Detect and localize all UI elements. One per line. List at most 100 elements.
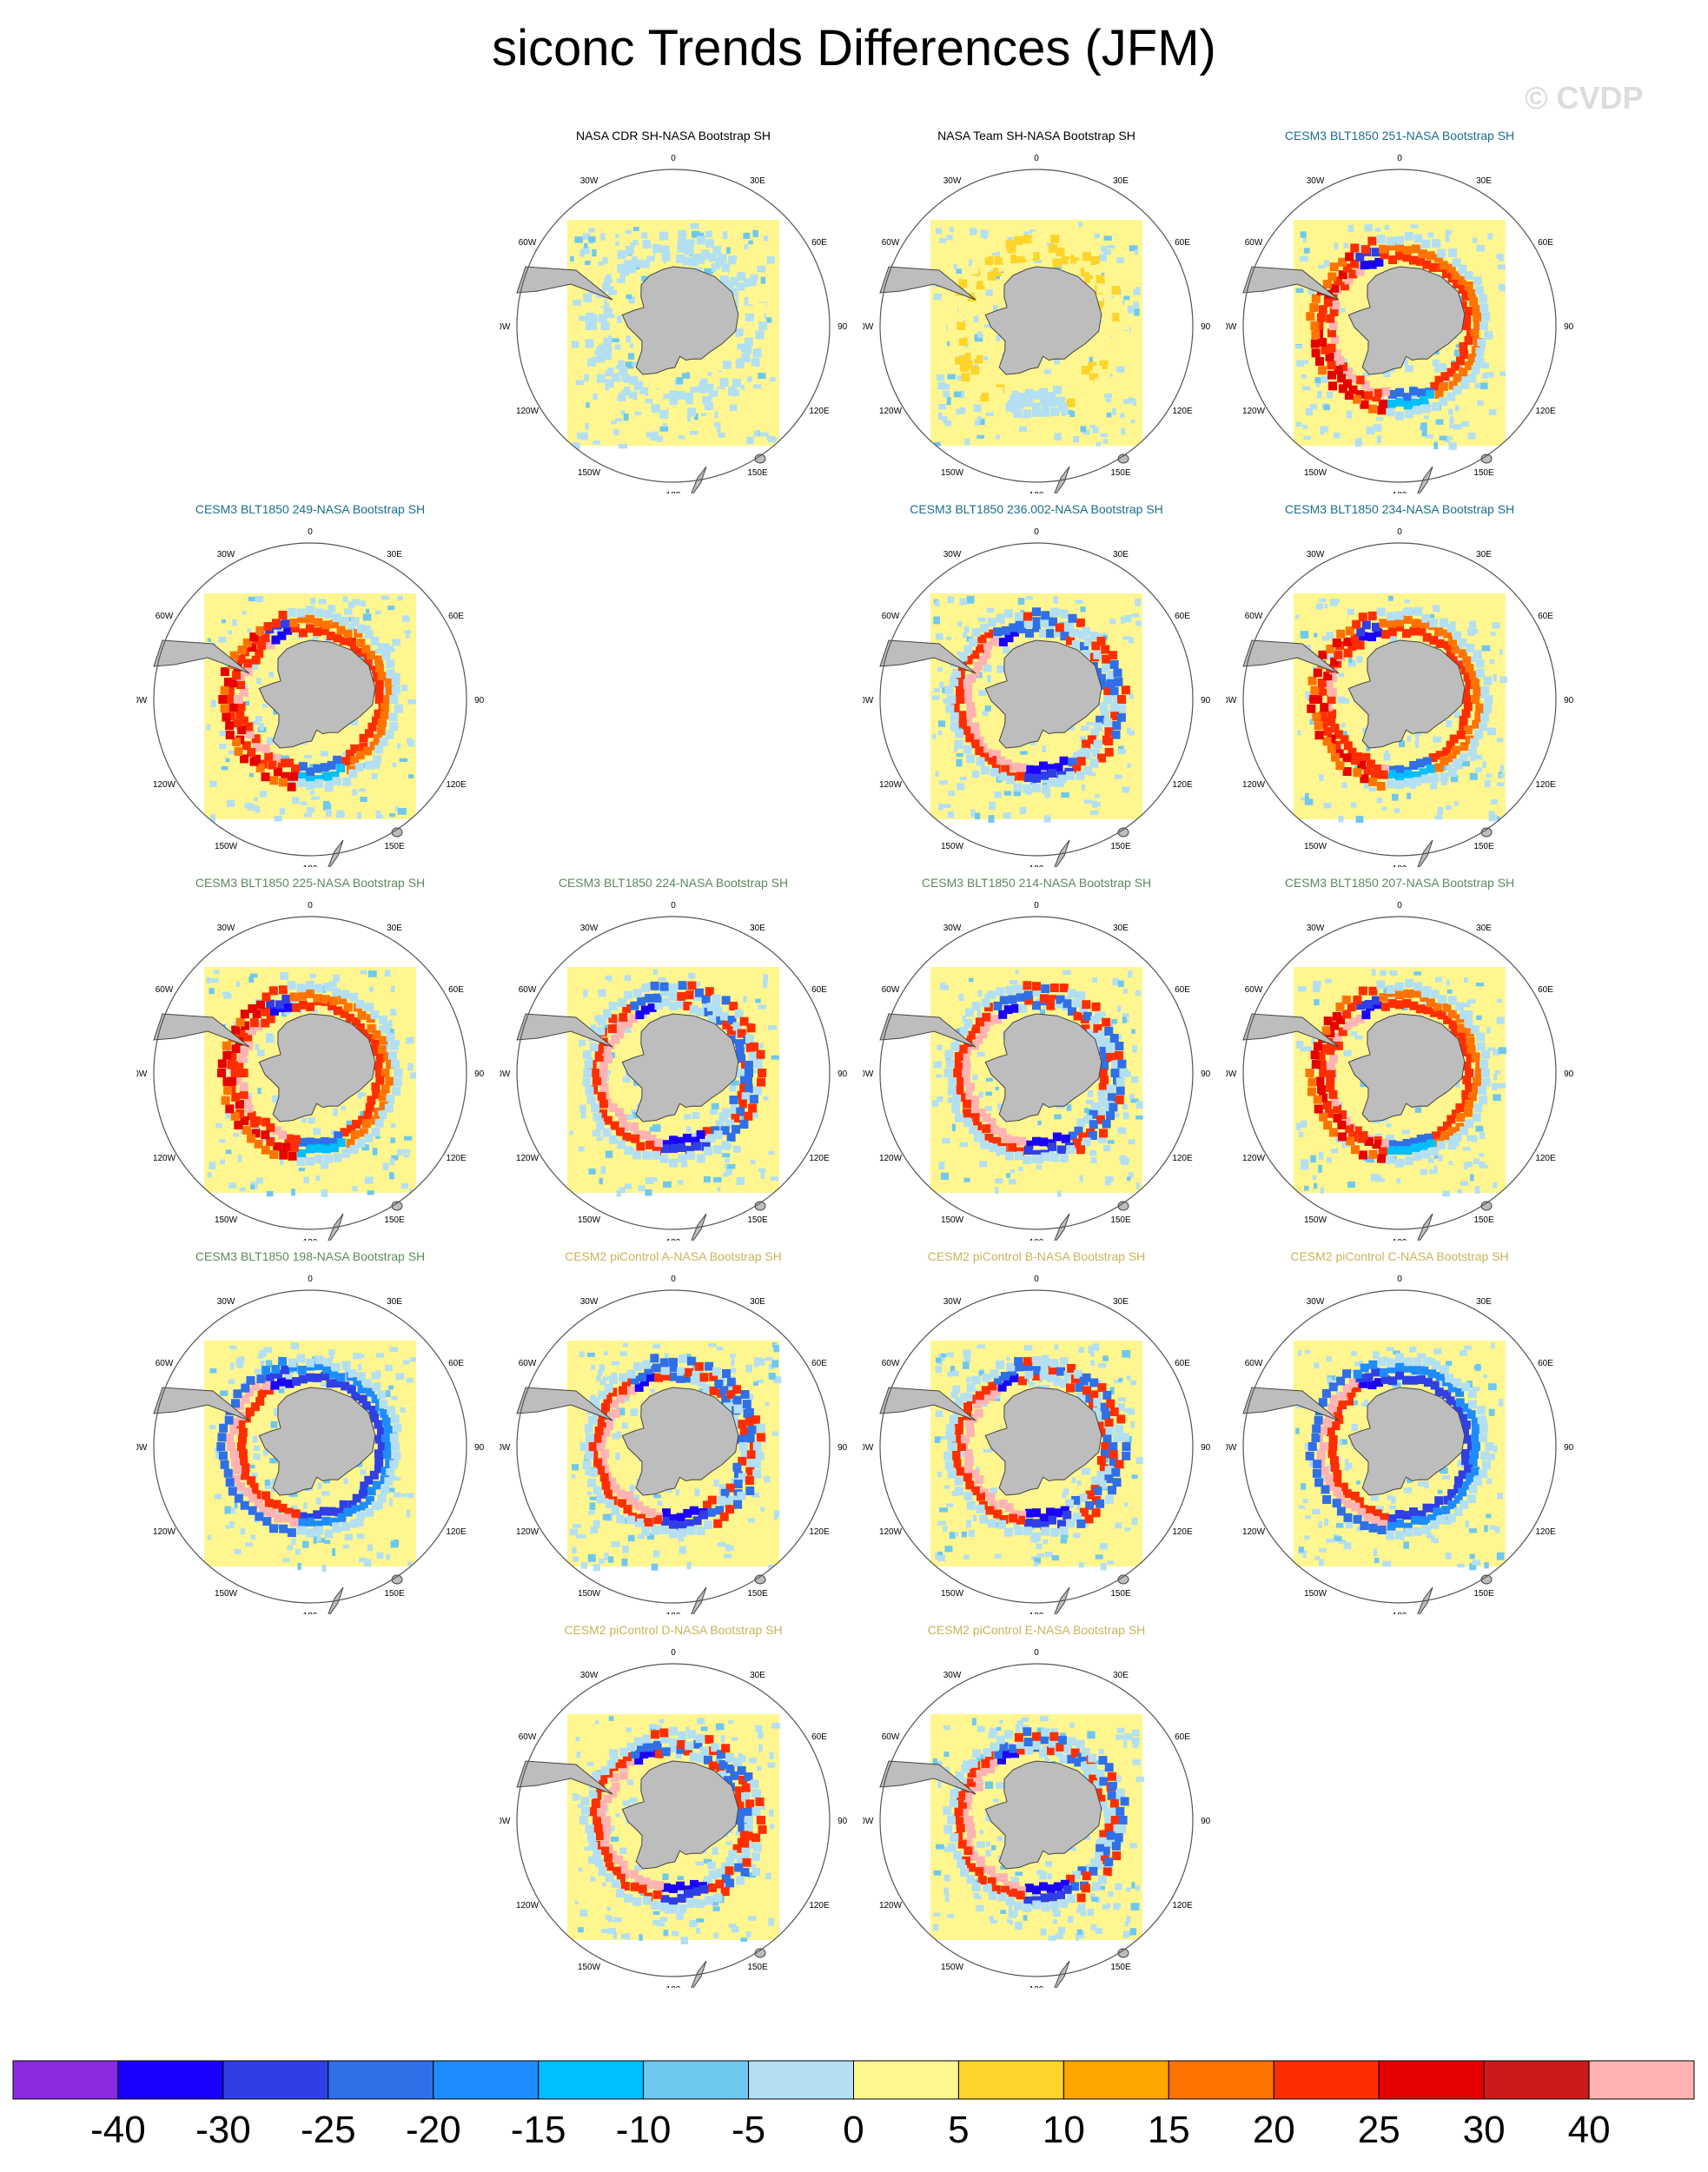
trend-cell [1023,1146,1033,1155]
trend-cell [1457,275,1466,285]
speckle-cell [1433,605,1440,613]
trend-cell [598,1016,607,1026]
trend-cell [1072,765,1082,773]
trend-cell [633,1361,642,1371]
trend-cell [1442,747,1452,757]
speckle-cell [400,1407,406,1413]
trend-cell [702,395,712,405]
trend-cell [1102,1037,1110,1047]
speckle-cell [1497,264,1506,270]
trend-cell [1395,982,1404,991]
speckle-cell [1324,603,1328,609]
speckle-cell [934,1436,941,1443]
trend-cell [949,1415,958,1424]
trend-cell [1411,771,1420,780]
trend-cell [1403,1146,1413,1156]
trend-cell [306,1137,314,1147]
trend-cell [1426,998,1435,1008]
speckle-cell [1319,774,1324,781]
speckle-cell [646,1533,654,1540]
speckle-cell [1470,756,1477,761]
longitude-label: 180 [1029,864,1044,867]
trend-cell [1456,1113,1466,1122]
speckle-cell [1343,242,1349,248]
trend-cell [1475,286,1484,295]
trend-cell [659,231,669,241]
speckle-cell [718,433,725,438]
trend-cell [1387,1146,1396,1155]
speckle-cell [596,1404,601,1413]
speckle-cell [996,434,1000,440]
speckle-cell [1094,233,1100,239]
trend-cell [1112,329,1122,339]
speckle-cell [364,742,372,746]
speckle-cell [394,1477,401,1481]
trend-cell [374,664,384,673]
trend-cell [1455,1103,1465,1112]
speckle-cell [731,1080,739,1086]
trend-cell [709,1386,718,1395]
trend-cell [697,1378,706,1387]
speckle-cell [696,981,701,987]
trend-cell [1461,709,1471,718]
trend-cell [341,1522,350,1531]
trend-cell [1403,246,1413,255]
trend-cell [614,381,624,390]
trend-cell [719,1512,729,1521]
trend-cell [685,1519,694,1528]
trend-cell [1032,407,1041,417]
speckle-cell [1127,306,1135,314]
watermark: © CVDP [1525,80,1644,116]
speckle-cell [963,1361,970,1369]
speckle-cell [1109,1387,1115,1394]
trend-cell [1050,407,1059,416]
trend-cell [1070,1374,1080,1384]
speckle-cell [972,315,979,322]
trend-cell [708,253,718,262]
speckle-cell [1130,1098,1139,1103]
speckle-cell [1318,1151,1324,1160]
trend-cell [1357,760,1367,770]
trend-cell [1096,673,1106,683]
trend-cell [1447,1115,1456,1124]
speckle-cell [328,605,336,613]
trend-cell [1059,237,1069,247]
trend-cell [1319,1112,1328,1122]
trend-cell [996,613,1005,623]
trend-cell [1102,314,1112,323]
speckle-cell [592,1129,601,1137]
trend-cell [1074,1369,1082,1379]
trend-cell [350,617,360,626]
speckle-cell [1403,359,1408,366]
speckle-cell [1435,977,1442,983]
longitude-label: 30E [750,924,765,933]
speckle-cell [245,1542,254,1546]
speckle-cell [329,1354,334,1360]
speckle-cell [648,1153,654,1157]
trend-cell [586,1095,596,1104]
trend-cell [269,1524,278,1533]
longitude-label: 30W [580,1297,599,1307]
trend-cell [971,1024,981,1034]
speckle-cell [233,1133,240,1137]
trend-cell [702,1384,712,1394]
speckle-cell [1023,231,1029,236]
trend-cell [1453,280,1462,288]
trend-cell [1106,1111,1115,1121]
speckle-cell [284,1374,293,1379]
trend-cell [1469,297,1479,307]
trend-cell [630,1001,639,1010]
trend-cell [1459,752,1468,762]
trend-cell [1459,723,1468,732]
speckle-cell [1474,1185,1480,1194]
trend-cell [594,1052,604,1062]
trend-cell [239,688,248,697]
trend-cell [380,703,389,712]
speckle-cell [1465,1162,1473,1168]
trend-cell [639,1377,649,1387]
trend-cell [255,649,264,659]
trend-cell [975,746,984,756]
trend-cell [1048,995,1056,1004]
trend-cell [669,1529,678,1539]
trend-cell [650,234,659,243]
